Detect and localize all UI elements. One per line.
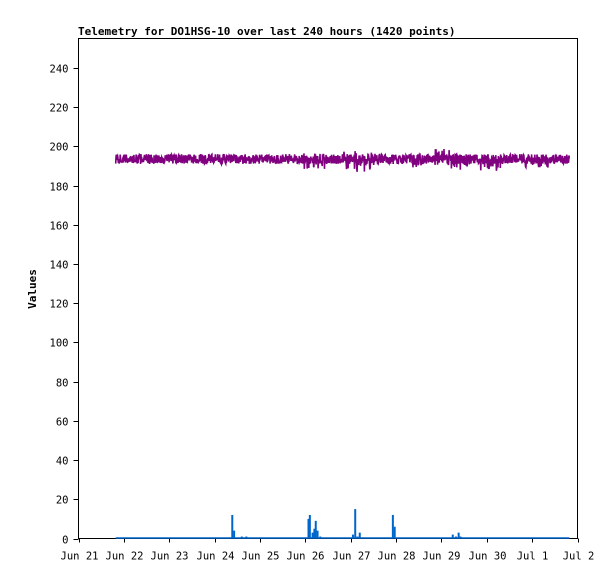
x-tick-label: Jun 30 xyxy=(469,551,507,563)
y-tick-label: 60 xyxy=(56,417,69,429)
series-group xyxy=(114,148,571,539)
y-axis-label: Values xyxy=(26,269,39,309)
x-tick-label: Jun 22 xyxy=(106,551,144,563)
y-tick-label: 0 xyxy=(62,535,68,547)
y-tick-label: 160 xyxy=(50,221,69,233)
series-line-purple xyxy=(114,148,571,172)
y-tick-label: 240 xyxy=(50,64,69,76)
x-tick-label: Jun 25 xyxy=(242,551,280,563)
y-tick-label: 80 xyxy=(56,378,69,390)
y-tick-label: 20 xyxy=(56,495,69,507)
y-tick-label: 120 xyxy=(50,299,69,311)
x-axis: Jun 21 Jun 22 Jun 23 Jun 24 Jun 25 Jun 26 Jun … xyxy=(61,538,595,563)
x-tick-label: Jul 2 xyxy=(563,551,595,563)
x-tick-label: Jun 23 xyxy=(151,551,189,563)
x-tick-label: Jun 27 xyxy=(333,551,371,563)
y-tick-label: 220 xyxy=(50,103,69,115)
y-tick-label: 100 xyxy=(50,338,69,350)
chart-title: Telemetry for DO1HSG-10 over last 240 ho… xyxy=(78,25,456,38)
x-tick-label: Jun 21 xyxy=(61,551,99,563)
x-tick-label: Jun 28 xyxy=(378,551,416,563)
y-axis: 0 20 40 60 80 100 120 140 160 180 200 220 240 xyxy=(50,64,79,547)
x-tick-label: Jun 29 xyxy=(423,551,461,563)
x-tick-label: Jul 1 xyxy=(517,551,549,563)
plot-frame xyxy=(78,38,578,539)
y-tick-label: 140 xyxy=(50,260,69,272)
y-tick-label: 40 xyxy=(56,456,69,468)
x-tick-label: Jun 26 xyxy=(287,551,325,563)
y-tick-label: 180 xyxy=(50,182,69,194)
x-tick-label: Jun 24 xyxy=(197,551,235,563)
y-tick-label: 200 xyxy=(50,142,69,154)
